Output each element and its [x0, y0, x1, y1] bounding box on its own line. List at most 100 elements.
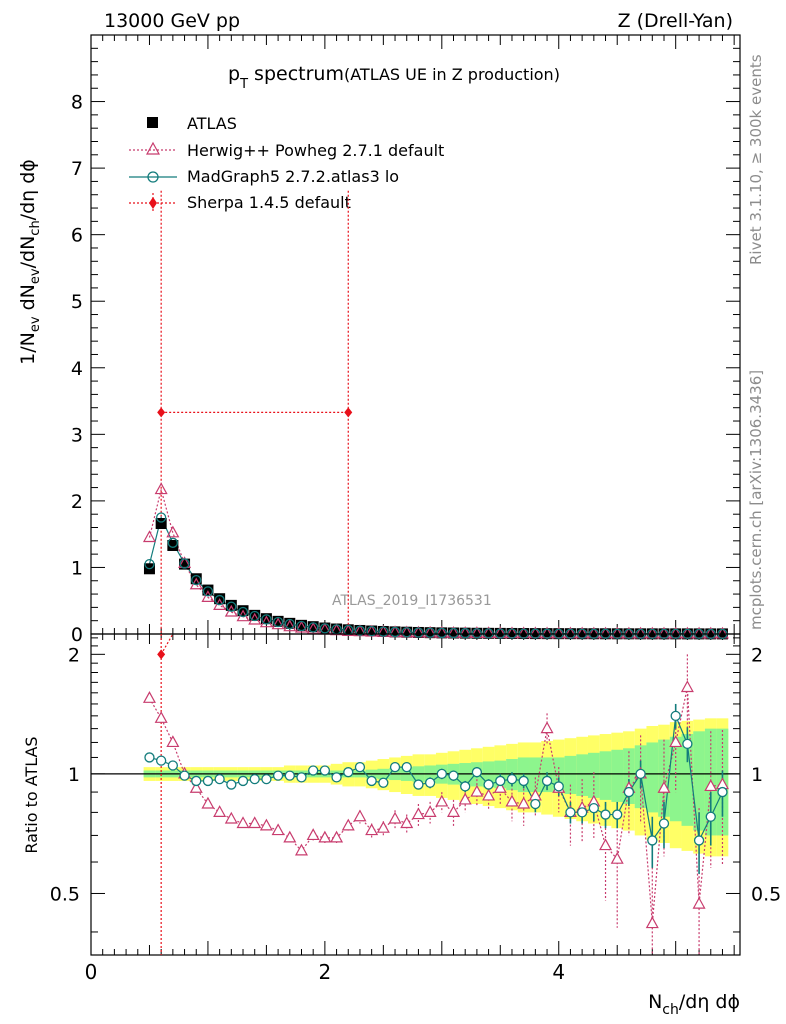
madgraph-ratio-point	[179, 770, 190, 781]
ratio-band-stat	[681, 734, 694, 826]
herwig-point	[341, 624, 355, 636]
atlas-point	[401, 626, 413, 638]
madgraph-ratio-point	[237, 775, 249, 787]
herwig-ratio-point	[599, 838, 613, 851]
legend-madgraph-marker	[147, 171, 159, 183]
y-tick-label: 6	[71, 225, 83, 247]
herwig-ratio-point	[446, 805, 461, 817]
ratio-band-stat	[552, 757, 565, 793]
herwig-ratio-point	[470, 784, 484, 797]
herwig-ratio-line	[148, 687, 723, 924]
herwig-point	[142, 530, 156, 543]
herwig-ratio-point	[657, 781, 671, 793]
ratio-band-stat	[669, 736, 682, 822]
atlas-point	[260, 613, 272, 625]
madgraph-point	[296, 620, 307, 632]
herwig-ratio-point	[458, 792, 472, 805]
madgraph-point	[424, 627, 436, 638]
madgraph-ratio-point	[460, 781, 471, 792]
ratio-band-stat	[658, 739, 670, 817]
main-ylabel: 1/Nev dNev/dNch/dη dϕ	[17, 159, 43, 365]
sherpa-ratio-point	[157, 649, 166, 660]
atlas-point	[354, 624, 366, 636]
atlas-point	[307, 621, 319, 633]
madgraph-point	[167, 537, 179, 548]
madgraph-ratio-point	[436, 768, 447, 780]
herwig-ratio-point	[189, 781, 203, 793]
madgraph-ratio-point	[682, 738, 693, 750]
legend-herwig-marker	[145, 141, 161, 155]
madgraph-ratio-point	[296, 772, 307, 783]
herwig-ratio-point	[236, 816, 250, 829]
madgraph-ratio-point	[530, 798, 541, 810]
herwig-ratio-point	[259, 818, 273, 831]
rivet-label: Rivet 3.1.10, ≥ 300k events	[747, 54, 765, 265]
y-tick-label: 7	[71, 158, 83, 180]
mcplots-label: mcplots.cern.ch [arXiv:1306.3436]	[747, 370, 765, 630]
ratio-y-tick-label-right: 2	[751, 644, 763, 666]
madgraph-ratio-point	[378, 777, 389, 788]
sherpa-point	[344, 407, 353, 418]
herwig-ratio-point	[540, 721, 554, 734]
madgraph-ratio-point	[471, 767, 483, 778]
madgraph-point	[261, 614, 272, 625]
atlas-point	[424, 627, 436, 639]
madgraph-ratio-point	[565, 807, 576, 818]
herwig-ratio-point	[423, 805, 437, 817]
herwig-ratio-point	[376, 820, 390, 833]
madgraph-point	[179, 558, 190, 569]
madgraph-point	[389, 626, 401, 638]
herwig-ratio-point	[341, 818, 355, 831]
madgraph-ratio-point	[424, 777, 436, 788]
madgraph-point	[144, 558, 155, 570]
madgraph-ratio-point	[389, 761, 401, 773]
atlas-point	[202, 584, 214, 596]
ratio-y-tick-label-right: 0.5	[751, 883, 781, 905]
madgraph-ratio-point	[343, 767, 354, 778]
madgraph-point	[401, 627, 412, 638]
madgraph-ratio-point	[518, 775, 529, 787]
madgraph-point	[308, 622, 319, 633]
x-tick-label: 2	[319, 960, 332, 984]
madgraph-ratio-point	[156, 755, 167, 766]
herwig-ratio-point	[482, 788, 496, 801]
herwig-point	[294, 620, 309, 633]
madgraph-point	[202, 586, 214, 597]
title-note: (ATLAS UE in Z production)	[344, 65, 560, 84]
madgraph-point	[237, 606, 249, 618]
herwig-ratio-point	[493, 781, 507, 793]
madgraph-point	[191, 574, 202, 586]
madgraph-ratio-point	[600, 809, 611, 820]
madgraph-point	[460, 628, 471, 639]
herwig-ratio-point	[610, 851, 624, 864]
atlas-point	[249, 609, 261, 621]
atlas-point	[459, 627, 471, 639]
atlas-point	[295, 619, 307, 631]
atlas-point	[389, 626, 401, 638]
ratio-band-stat	[564, 755, 577, 794]
madgraph-ratio-point	[448, 770, 459, 781]
madgraph-ratio-point	[612, 809, 623, 820]
herwig-ratio-point	[669, 735, 683, 748]
herwig-ratio-point	[704, 779, 718, 792]
herwig-ratio-point	[411, 807, 425, 820]
legend: ATLAS Herwig++ Powheg 2.7.1 default MadG…	[129, 114, 444, 213]
legend-madgraph-label: MadGraph5 2.7.2.atlas3 lo	[187, 167, 399, 186]
watermark: ATLAS_2019_I1736531	[332, 593, 492, 609]
legend-atlas-label: ATLAS	[187, 114, 237, 133]
ratio-band-stat	[611, 749, 624, 802]
herwig-ratio-point	[271, 823, 285, 836]
madgraph-point	[448, 627, 459, 639]
plot-title: pT spectrum(ATLAS UE in Z production)	[228, 63, 560, 92]
madgraph-point	[366, 625, 377, 637]
madgraph-ratio-point	[495, 775, 506, 787]
atlas-point	[155, 518, 167, 530]
madgraph-ratio-point	[413, 779, 424, 790]
legend-herwig-label: Herwig++ Powheg 2.7.1 default	[187, 141, 444, 160]
ratio-ylabel: Ratio to ATLAS	[22, 736, 41, 853]
y-tick-label: 1	[71, 557, 83, 579]
madgraph-ratio-point	[272, 770, 284, 781]
madgraph-ratio-point	[553, 781, 564, 792]
x-tick-label: 0	[85, 960, 98, 984]
madgraph-ratio-point	[635, 768, 646, 780]
